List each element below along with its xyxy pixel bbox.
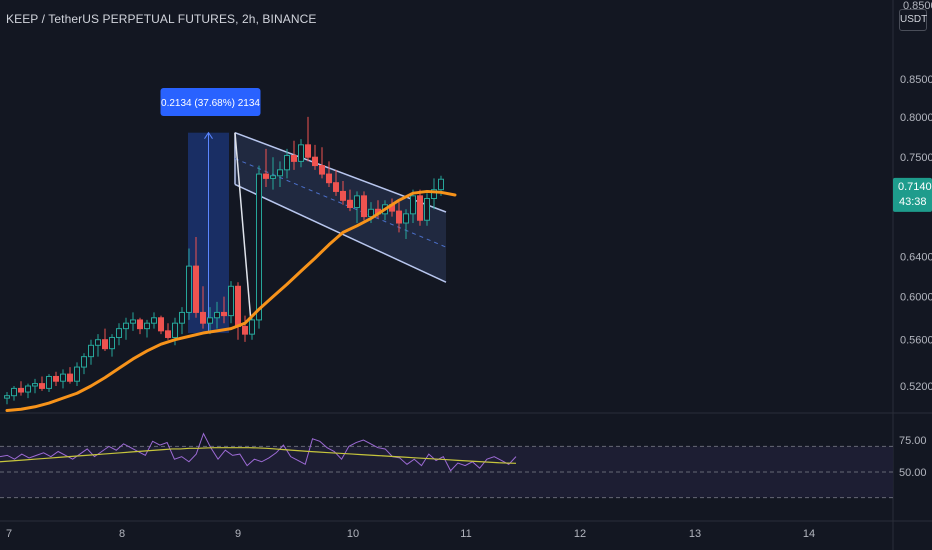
candle xyxy=(270,175,276,179)
candle xyxy=(193,265,199,313)
candle xyxy=(221,311,227,317)
candle xyxy=(25,385,31,393)
candle xyxy=(207,317,213,324)
channel-entry-line xyxy=(234,132,253,335)
candle xyxy=(200,311,206,324)
measure-arrow-head xyxy=(204,131,213,139)
candle xyxy=(333,182,339,192)
price-tick-label: 0.5200 xyxy=(900,381,932,393)
channel-midline xyxy=(234,158,447,248)
measure-label: 0.2134 (37.68%) 2134 xyxy=(161,98,260,109)
candle xyxy=(256,173,262,321)
rsi-ma-line xyxy=(0,447,517,464)
candle xyxy=(53,375,59,382)
candle xyxy=(424,198,430,221)
candle xyxy=(130,319,136,324)
candle xyxy=(151,317,157,324)
candle xyxy=(46,375,52,389)
candle xyxy=(235,285,241,327)
candle xyxy=(284,155,290,171)
candle xyxy=(263,173,269,179)
candle xyxy=(277,169,283,177)
candle xyxy=(242,325,248,335)
price-tick-label: 0.5600 xyxy=(900,335,932,347)
price-countdown: 43:38 xyxy=(899,196,927,208)
candle xyxy=(137,319,143,330)
candle xyxy=(417,195,423,221)
price-tick-label: 0.7500 xyxy=(900,152,932,164)
time-tick-label: 12 xyxy=(574,528,586,540)
candle xyxy=(39,383,45,389)
candle xyxy=(32,383,38,387)
candle xyxy=(95,339,101,346)
candle xyxy=(354,195,360,208)
rsi-tick-label: 75.00 xyxy=(899,435,927,447)
price-tick-label: 0.6000 xyxy=(900,292,932,304)
candle xyxy=(396,210,402,224)
candle xyxy=(403,213,409,224)
price-tick-label: 0.6400 xyxy=(900,251,932,263)
candle xyxy=(340,190,346,201)
candle xyxy=(291,155,297,162)
time-tick-label: 13 xyxy=(689,528,701,540)
time-tick-label: 14 xyxy=(803,528,815,540)
price-tick-label: 0.8500 xyxy=(900,74,932,86)
price-tick-label: 0.8000 xyxy=(900,112,932,124)
time-tick-label: 8 xyxy=(119,528,125,540)
time-tick-label: 9 xyxy=(235,528,241,540)
time-tick-label: 10 xyxy=(347,528,359,540)
candle xyxy=(214,311,220,319)
candle xyxy=(81,356,87,368)
candle xyxy=(11,387,17,397)
time-tick-label: 11 xyxy=(460,528,471,540)
ema-line xyxy=(5,189,457,413)
candle xyxy=(326,173,332,184)
candle xyxy=(186,265,192,313)
candle xyxy=(319,165,325,175)
candle xyxy=(361,195,367,218)
symbol-title: KEEP / TetherUS PERPETUAL FUTURES, 2h, B… xyxy=(6,12,317,26)
candle xyxy=(298,144,304,162)
last-price-tag xyxy=(893,177,932,212)
candle xyxy=(67,373,73,382)
candle xyxy=(144,322,150,330)
candle xyxy=(123,322,129,330)
candle xyxy=(109,336,115,350)
time-tick-label: 7 xyxy=(6,528,12,540)
candle xyxy=(60,373,66,382)
candle xyxy=(312,156,318,167)
currency-button[interactable]: USDT xyxy=(899,9,927,31)
candle xyxy=(18,387,24,393)
candle xyxy=(172,322,178,338)
candle xyxy=(74,366,80,382)
candle xyxy=(116,328,122,338)
candle xyxy=(249,319,255,335)
candle xyxy=(438,178,444,191)
candle xyxy=(228,285,234,317)
candle xyxy=(368,208,374,218)
last-price-value: 0.7140 xyxy=(898,181,932,193)
candle xyxy=(88,344,94,358)
candle xyxy=(102,339,108,350)
candle xyxy=(410,195,416,215)
candle xyxy=(347,199,353,208)
candle xyxy=(179,311,185,324)
candle xyxy=(4,395,10,399)
candle xyxy=(158,317,164,332)
candle xyxy=(431,189,437,200)
measure-label-box xyxy=(160,88,261,116)
rsi-tick-label: 50.00 xyxy=(899,467,927,479)
candle xyxy=(305,144,311,158)
candle xyxy=(165,330,171,338)
rsi-line xyxy=(0,432,517,472)
